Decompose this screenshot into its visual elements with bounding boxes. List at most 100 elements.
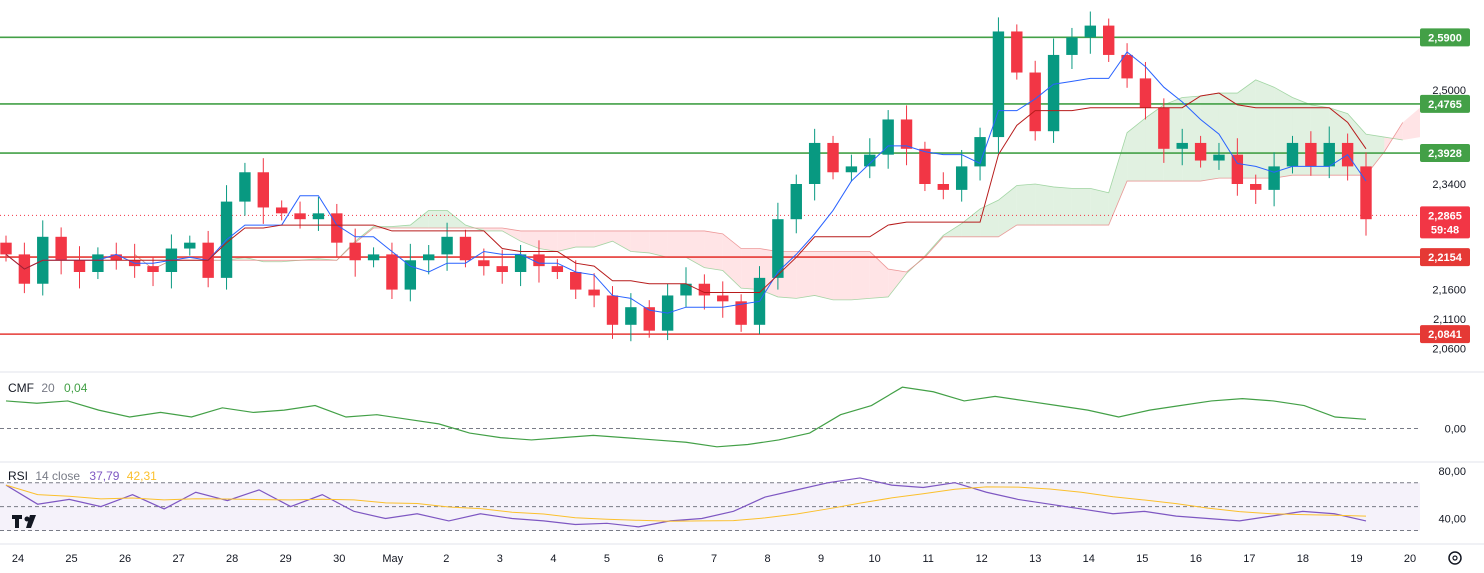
candle[interactable]: [1066, 27, 1078, 70]
candle[interactable]: [772, 202, 784, 290]
candle[interactable]: [1213, 142, 1225, 170]
candle[interactable]: [1011, 24, 1023, 80]
time-axis[interactable]: 24 25 26 27 28 29 30 May 2 3 4 5 6 7 8 9 10 11 12 13 14 15 16 1…: [12, 553, 1416, 565]
candle[interactable]: [184, 235, 196, 256]
candle[interactable]: [349, 228, 361, 277]
candle[interactable]: [1323, 126, 1335, 179]
candle[interactable]: [220, 185, 233, 290]
candle[interactable]: [533, 240, 545, 283]
candle-body: [1084, 25, 1097, 38]
candle[interactable]: [955, 149, 968, 202]
candle[interactable]: [606, 286, 619, 339]
candle[interactable]: [1305, 131, 1317, 176]
candle[interactable]: [478, 248, 490, 276]
cmf-line: [5, 386, 1367, 448]
time-tick-label: 5: [604, 553, 610, 565]
candle[interactable]: [1084, 11, 1097, 54]
candle[interactable]: [367, 247, 380, 268]
candle[interactable]: [1176, 128, 1188, 166]
time-tick-label: 12: [976, 553, 988, 565]
gear-icon[interactable]: [1448, 551, 1462, 565]
candle[interactable]: [257, 158, 269, 224]
candle[interactable]: [937, 172, 949, 200]
cloud-segment: [998, 185, 1017, 237]
candle[interactable]: [165, 234, 178, 289]
candle-body: [404, 260, 417, 290]
candle[interactable]: [882, 110, 894, 169]
candle[interactable]: [1047, 38, 1060, 143]
price-tick-label: 2,5000: [1432, 85, 1466, 97]
candle[interactable]: [919, 141, 931, 192]
candle[interactable]: [680, 267, 692, 308]
candle[interactable]: [1250, 174, 1262, 204]
candle[interactable]: [588, 273, 600, 308]
candle[interactable]: [643, 300, 655, 338]
time-tick-label: 17: [1243, 553, 1255, 565]
candle[interactable]: [1103, 18, 1115, 62]
candle[interactable]: [1231, 138, 1244, 196]
candle-body: [1305, 142, 1317, 167]
candle[interactable]: [992, 17, 1005, 154]
candle-body: [625, 307, 637, 325]
kijun-line: [5, 92, 1367, 294]
candle[interactable]: [496, 249, 508, 284]
candle[interactable]: [239, 162, 251, 216]
candle[interactable]: [1121, 43, 1133, 88]
candle-body: [570, 272, 582, 290]
candle[interactable]: [147, 256, 159, 287]
candle[interactable]: [864, 138, 876, 179]
candle[interactable]: [900, 105, 913, 166]
candle[interactable]: [202, 230, 214, 288]
candle[interactable]: [1029, 60, 1041, 141]
candle[interactable]: [294, 201, 306, 229]
tradingview-logo-icon[interactable]: [12, 515, 36, 528]
candle[interactable]: [717, 281, 729, 318]
candle[interactable]: [92, 247, 104, 280]
candle[interactable]: [1194, 135, 1207, 168]
candle[interactable]: [331, 203, 343, 257]
cloud-segment: [796, 251, 815, 299]
candle[interactable]: [790, 174, 802, 234]
candle[interactable]: [73, 246, 86, 289]
price-tick-label: 2,1600: [1432, 285, 1466, 297]
candle-body: [919, 148, 931, 184]
candle[interactable]: [1268, 152, 1280, 207]
cloud-segment: [961, 208, 981, 237]
candle-body: [331, 213, 343, 243]
time-tick-label: 26: [119, 553, 131, 565]
candle[interactable]: [1360, 152, 1372, 236]
candle-body: [698, 283, 711, 296]
candle[interactable]: [0, 235, 12, 262]
candle-body: [184, 242, 196, 249]
candle[interactable]: [1158, 98, 1170, 163]
candle[interactable]: [1139, 61, 1152, 120]
candle[interactable]: [18, 242, 31, 294]
price-axis[interactable]: 2,5900 2,4765 2,3928 2,2154 2,0841 2,2865 59:4…: [1420, 28, 1470, 526]
candle[interactable]: [570, 260, 582, 299]
cloud-segment: [722, 233, 742, 289]
candle[interactable]: [845, 154, 858, 182]
candle[interactable]: [735, 294, 747, 332]
candle[interactable]: [698, 274, 711, 310]
candle[interactable]: [808, 128, 821, 201]
candle[interactable]: [110, 242, 122, 270]
candle[interactable]: [625, 293, 637, 342]
candle-body: [900, 119, 913, 149]
candle[interactable]: [404, 243, 417, 302]
candle-body: [808, 142, 821, 184]
current-price-label: 2,2865: [1428, 210, 1462, 222]
candle[interactable]: [275, 200, 288, 221]
candle[interactable]: [423, 245, 435, 275]
candle-body: [1323, 142, 1335, 167]
candle[interactable]: [974, 127, 986, 181]
candle[interactable]: [827, 135, 839, 180]
candle[interactable]: [1286, 135, 1299, 174]
price-pane[interactable]: [0, 11, 1484, 545]
candle[interactable]: [551, 259, 564, 280]
tenkan-line: [5, 51, 1367, 314]
candle[interactable]: [37, 220, 49, 296]
candle[interactable]: [55, 227, 67, 275]
candle[interactable]: [459, 229, 472, 268]
candle-body: [423, 254, 435, 261]
